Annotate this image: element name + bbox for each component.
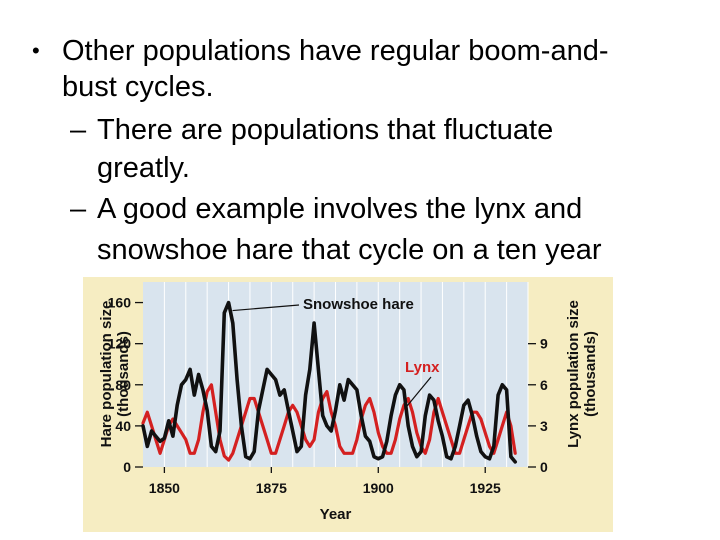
sub-bullet-1-line-1: There are populations that fluctuate xyxy=(97,114,554,146)
y-tick-label: 120 xyxy=(108,336,132,352)
lynx-pointer xyxy=(405,376,432,408)
x-axis-label: Year xyxy=(320,506,352,523)
main-bullet-line-2: bust cycles. xyxy=(62,71,214,103)
sub-bullet-dash-2: – xyxy=(70,193,87,225)
x-tick-label: 1900 xyxy=(363,480,394,496)
x-tick-label: 1875 xyxy=(256,480,287,496)
sub-bullet-2-line-2: snowshoe hare that cycle on a ten year xyxy=(97,234,602,266)
main-bullet-line-1: Other populations have regular boom-and- xyxy=(62,35,609,67)
y2-tick-label: 0 xyxy=(540,459,548,475)
slide-text: • Other populations have regular boom-an… xyxy=(32,35,609,266)
y2-tick-label: 9 xyxy=(540,336,548,352)
bullet-icon: • xyxy=(32,38,40,63)
y2-tick-label: 3 xyxy=(540,418,548,434)
x-tick-label: 1925 xyxy=(470,480,501,496)
sub-bullet-1-line-2: greatly. xyxy=(97,152,190,184)
axis-ticks: 0 40 80 120 160 0 3 6 9 1850 1875 1900 1925 xyxy=(108,295,548,496)
sub-bullet-2-line-1: A good example involves the lynx and xyxy=(97,193,583,225)
y2-axis-label-line-1: Lynx population size xyxy=(565,300,582,448)
y-tick-label: 160 xyxy=(108,295,132,311)
y-axis-label-line-1: Hare population size xyxy=(98,301,115,448)
y2-axis-label-line-2: (thousands) xyxy=(582,331,599,417)
lynx-label: Lynx xyxy=(405,359,440,376)
snowshoe-hare-label: Snowshoe hare xyxy=(303,296,414,313)
y-tick-label: 80 xyxy=(115,377,131,393)
y-axis-label-line-2: (thousands) xyxy=(115,331,132,417)
hare-lynx-chart: 0 40 80 120 160 0 3 6 9 1850 1875 1900 1925 Hare pop… xyxy=(83,277,613,532)
hare-series-line xyxy=(141,300,517,464)
series-layer xyxy=(141,300,517,464)
x-tick-label: 1850 xyxy=(149,480,180,496)
y-tick-label: 40 xyxy=(115,418,131,434)
y-tick-label: 0 xyxy=(123,459,131,475)
y2-tick-label: 6 xyxy=(540,377,548,393)
snowshoe-hare-pointer xyxy=(232,304,300,312)
sub-bullet-dash-1: – xyxy=(70,114,87,146)
